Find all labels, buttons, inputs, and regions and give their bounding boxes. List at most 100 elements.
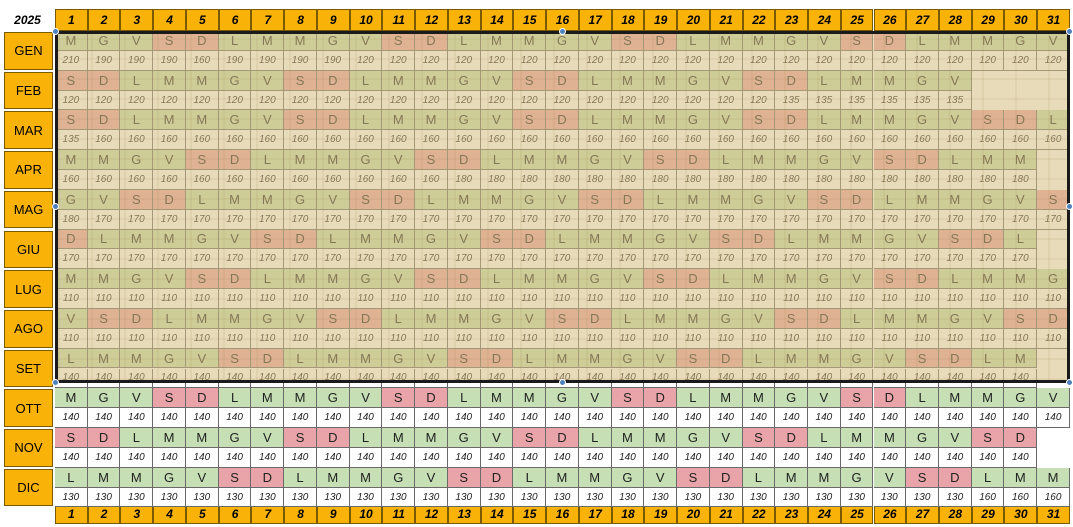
value-cell[interactable]: 130: [153, 487, 186, 508]
value-cell[interactable]: 130: [55, 487, 88, 508]
weekday-cell[interactable]: G: [87, 388, 121, 409]
value-cell[interactable]: 140: [316, 447, 350, 468]
weekday-cell[interactable]: D: [87, 428, 121, 448]
value-cell[interactable]: 140: [644, 408, 678, 429]
weekday-cell[interactable]: M: [644, 428, 678, 448]
value-cell[interactable]: 130: [873, 487, 907, 508]
weekday-cell[interactable]: S: [971, 428, 1005, 448]
value-cell[interactable]: 140: [447, 447, 481, 468]
value-cell[interactable]: 140: [808, 447, 841, 468]
selected-range-overlay[interactable]: [55, 31, 1070, 383]
value-cell[interactable]: 130: [578, 487, 612, 508]
value-cell[interactable]: 140: [906, 408, 939, 429]
value-cell[interactable]: 130: [447, 487, 481, 508]
weekday-cell[interactable]: G: [775, 388, 808, 409]
value-cell[interactable]: 140: [873, 408, 907, 429]
value-cell[interactable]: 140: [120, 408, 154, 429]
weekday-cell[interactable]: M: [153, 428, 186, 448]
weekday-cell[interactable]: S: [153, 388, 186, 409]
value-cell[interactable]: 140: [415, 408, 448, 429]
weekday-cell[interactable]: D: [873, 388, 907, 409]
weekday-cell[interactable]: M: [415, 428, 448, 448]
value-cell[interactable]: 140: [185, 447, 219, 468]
value-cell[interactable]: 140: [840, 447, 874, 468]
value-cell[interactable]: 140: [218, 408, 252, 429]
weekday-cell[interactable]: S: [284, 428, 317, 448]
value-cell[interactable]: 130: [611, 487, 645, 508]
value-cell[interactable]: 160: [1037, 487, 1070, 508]
value-cell[interactable]: 140: [87, 408, 121, 429]
value-cell[interactable]: 140: [578, 447, 612, 468]
value-cell[interactable]: 140: [775, 447, 808, 468]
value-cell[interactable]: 140: [709, 408, 743, 429]
weekday-cell[interactable]: V: [120, 388, 154, 409]
weekday-cell[interactable]: G: [447, 428, 481, 448]
value-cell[interactable]: 130: [644, 487, 678, 508]
value-cell[interactable]: 140: [447, 408, 481, 429]
value-cell[interactable]: 130: [284, 487, 317, 508]
weekday-cell[interactable]: M: [938, 388, 972, 409]
weekday-cell[interactable]: M: [316, 467, 350, 488]
value-cell[interactable]: 130: [185, 487, 219, 508]
value-cell[interactable]: 140: [546, 408, 579, 429]
weekday-cell[interactable]: V: [480, 428, 514, 448]
weekday-cell[interactable]: M: [775, 467, 808, 488]
value-cell[interactable]: 140: [349, 447, 383, 468]
value-cell[interactable]: 140: [873, 447, 907, 468]
weekday-cell[interactable]: D: [938, 467, 972, 488]
value-cell[interactable]: 130: [218, 487, 252, 508]
value-cell[interactable]: 140: [415, 447, 448, 468]
value-cell[interactable]: 140: [840, 408, 874, 429]
value-cell[interactable]: 140: [513, 408, 547, 429]
weekday-cell[interactable]: L: [284, 467, 317, 488]
value-cell[interactable]: 140: [382, 447, 416, 468]
weekday-cell[interactable]: D: [775, 428, 808, 448]
weekday-cell[interactable]: G: [153, 467, 186, 488]
value-cell[interactable]: 140: [808, 408, 841, 429]
weekday-cell[interactable]: S: [55, 428, 88, 448]
weekday-cell[interactable]: S: [218, 467, 252, 488]
value-cell[interactable]: 140: [153, 408, 186, 429]
value-cell[interactable]: 160: [1004, 487, 1038, 508]
resize-handle-bottom-center[interactable]: [559, 379, 566, 386]
value-cell[interactable]: 140: [513, 447, 547, 468]
weekday-cell[interactable]: L: [447, 388, 481, 409]
value-cell[interactable]: 140: [218, 447, 252, 468]
value-cell[interactable]: 140: [775, 408, 808, 429]
weekday-cell[interactable]: M: [709, 388, 743, 409]
value-cell[interactable]: 140: [284, 408, 317, 429]
weekday-cell[interactable]: S: [447, 467, 481, 488]
value-cell[interactable]: 140: [1004, 408, 1038, 429]
weekday-cell[interactable]: M: [742, 388, 776, 409]
resize-handle-top-left[interactable]: [52, 28, 59, 35]
weekday-cell[interactable]: V: [808, 388, 841, 409]
value-cell[interactable]: 140: [938, 408, 972, 429]
value-cell[interactable]: 130: [775, 487, 808, 508]
weekday-cell[interactable]: M: [578, 467, 612, 488]
value-cell[interactable]: 130: [120, 487, 154, 508]
weekday-cell[interactable]: S: [906, 467, 939, 488]
weekday-cell[interactable]: L: [55, 467, 88, 488]
value-cell[interactable]: 130: [349, 487, 383, 508]
weekday-cell[interactable]: L: [742, 467, 776, 488]
value-cell[interactable]: 140: [677, 447, 710, 468]
weekday-cell[interactable]: L: [808, 428, 841, 448]
weekday-cell[interactable]: D: [251, 467, 285, 488]
weekday-cell[interactable]: D: [546, 428, 579, 448]
value-cell[interactable]: 140: [971, 447, 1005, 468]
weekday-cell[interactable]: G: [840, 467, 874, 488]
weekday-cell[interactable]: V: [578, 388, 612, 409]
weekday-cell[interactable]: G: [1004, 388, 1038, 409]
value-cell[interactable]: 140: [1004, 447, 1038, 468]
weekday-cell[interactable]: M: [251, 388, 285, 409]
weekday-cell[interactable]: M: [349, 467, 383, 488]
weekday-cell[interactable]: V: [349, 388, 383, 409]
weekday-cell[interactable]: G: [546, 388, 579, 409]
value-cell[interactable]: 130: [677, 487, 710, 508]
value-cell[interactable]: 130: [316, 487, 350, 508]
value-cell[interactable]: 130: [513, 487, 547, 508]
weekday-cell[interactable]: M: [87, 467, 121, 488]
value-cell[interactable]: 140: [906, 447, 939, 468]
value-cell[interactable]: 140: [55, 408, 88, 429]
resize-handle-top-center[interactable]: [559, 28, 566, 35]
